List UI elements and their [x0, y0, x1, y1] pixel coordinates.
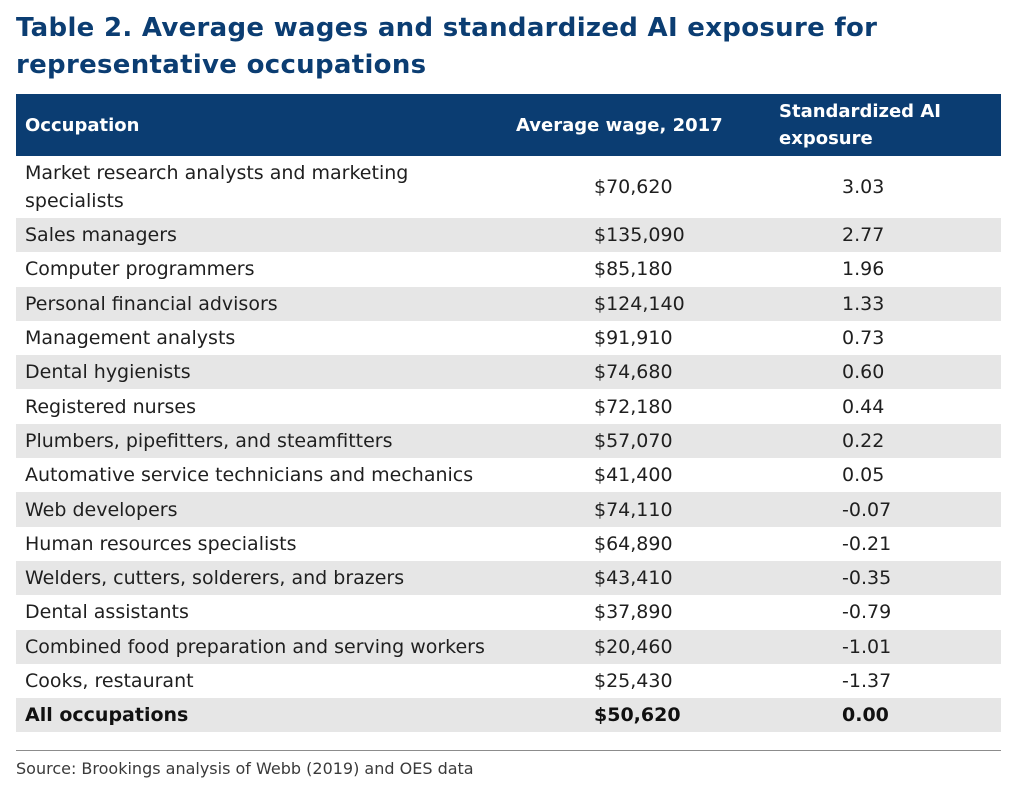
column-header-exposure: Standardized AI exposure	[756, 94, 1001, 156]
source-divider	[16, 750, 1001, 751]
table-row: Combined food preparation and serving wo…	[16, 629, 1001, 664]
wage-cell: $85,180	[594, 258, 673, 281]
wage-cell: $70,620	[594, 176, 673, 198]
wages-exposure-table: Occupation Average wage, 2017 Standardiz…	[16, 94, 1001, 733]
total-wage-cell: $50,620	[594, 704, 681, 727]
exposure-cell: 3.03	[842, 176, 885, 198]
exposure-cell: -0.07	[842, 498, 892, 521]
occupation-cell: Welders, cutters, solderers, and brazers	[25, 567, 405, 590]
exposure-cell: 0.22	[842, 429, 885, 452]
wage-cell: $74,110	[594, 498, 673, 521]
total-occupation-cell: All occupations	[25, 704, 189, 727]
exposure-cell: 1.33	[842, 292, 885, 315]
table-row: Dental assistants $37,890 -0.79	[16, 595, 1001, 629]
wage-cell: $57,070	[594, 429, 673, 452]
exposure-cell: -0.79	[842, 601, 892, 624]
exposure-cell: -0.35	[842, 567, 892, 590]
table-row: Personal financial advisors $124,140 1.3…	[16, 286, 1001, 321]
exposure-cell: 0.73	[842, 327, 885, 350]
occupation-cell: Combined food preparation and serving wo…	[25, 635, 485, 658]
column-header-exposure-line2: exposure	[779, 128, 873, 149]
occupation-cell: Registered nurses	[25, 395, 196, 418]
total-exposure-cell: 0.00	[842, 704, 889, 727]
occupation-cell: Market research analysts and marketing s…	[25, 162, 409, 212]
table-row: Automative service technicians and mecha…	[16, 458, 1001, 492]
wage-cell: $41,400	[594, 464, 673, 487]
wage-cell: $43,410	[594, 567, 673, 590]
table-row: Dental hygienists $74,680 0.60	[16, 355, 1001, 390]
occupation-cell: Personal financial advisors	[25, 292, 278, 315]
occupation-cell: Computer programmers	[25, 258, 255, 281]
wage-cell: $25,430	[594, 670, 673, 692]
table-row: Web developers $74,110 -0.07	[16, 492, 1001, 527]
wage-cell: $124,140	[594, 292, 685, 315]
occupation-cell: Cooks, restaurant	[25, 670, 194, 692]
wage-cell: $135,090	[594, 224, 685, 247]
occupation-cell: Management analysts	[25, 327, 236, 350]
table-row: Welders, cutters, solderers, and brazers…	[16, 560, 1001, 596]
exposure-cell: 0.60	[842, 361, 885, 384]
table-row: Human resources specialists $64,890 -0.2…	[16, 527, 1001, 561]
wage-cell: $74,680	[594, 361, 673, 384]
wage-cell: $20,460	[594, 635, 673, 658]
exposure-cell: 2.77	[842, 224, 885, 247]
exposure-cell: 1.96	[842, 258, 885, 281]
occupation-cell: Dental hygienists	[25, 361, 191, 384]
occupation-cell: Sales managers	[25, 224, 177, 247]
table-row: Market research analysts and marketing s…	[16, 156, 1001, 218]
exposure-cell: -1.01	[842, 635, 892, 658]
table-row: Sales managers $135,090 2.77	[16, 218, 1001, 253]
exposure-cell: -0.21	[842, 532, 892, 555]
table-row: Cooks, restaurant $25,430 -1.37	[16, 664, 1001, 698]
table-row: Registered nurses $72,180 0.44	[16, 389, 1001, 423]
source-note: Source: Brookings analysis of Webb (2019…	[16, 759, 474, 778]
occupation-cell: Plumbers, pipefitters, and steamfitters	[25, 429, 393, 452]
exposure-cell: -1.37	[842, 670, 892, 692]
column-header-exposure-line1: Standardized AI	[779, 101, 941, 122]
table-row: Computer programmers $85,180 1.96	[16, 252, 1001, 286]
table-title: Table 2. Average wages and standardized …	[16, 13, 878, 80]
occupation-cell: Human resources specialists	[25, 532, 297, 555]
occupation-cell: Dental assistants	[25, 601, 189, 624]
occupation-cell: Automative service technicians and mecha…	[25, 464, 474, 487]
column-header-wage: Average wage, 2017	[516, 114, 723, 136]
exposure-cell: 0.05	[842, 464, 885, 487]
occupation-cell: Web developers	[25, 498, 178, 521]
column-header-occupation: Occupation	[25, 114, 140, 136]
wage-cell: $72,180	[594, 395, 673, 418]
exposure-cell: 0.44	[842, 395, 885, 418]
table-row: Plumbers, pipefitters, and steamfitters …	[16, 423, 1001, 459]
total-row: All occupations $50,620 0.00	[16, 698, 1001, 733]
table-row: Management analysts $91,910 0.73	[16, 321, 1001, 355]
wage-cell: $91,910	[594, 327, 673, 350]
wage-cell: $64,890	[594, 532, 673, 555]
wage-cell: $37,890	[594, 601, 673, 624]
table-header-row: Occupation Average wage, 2017 Standardiz…	[16, 94, 1001, 156]
